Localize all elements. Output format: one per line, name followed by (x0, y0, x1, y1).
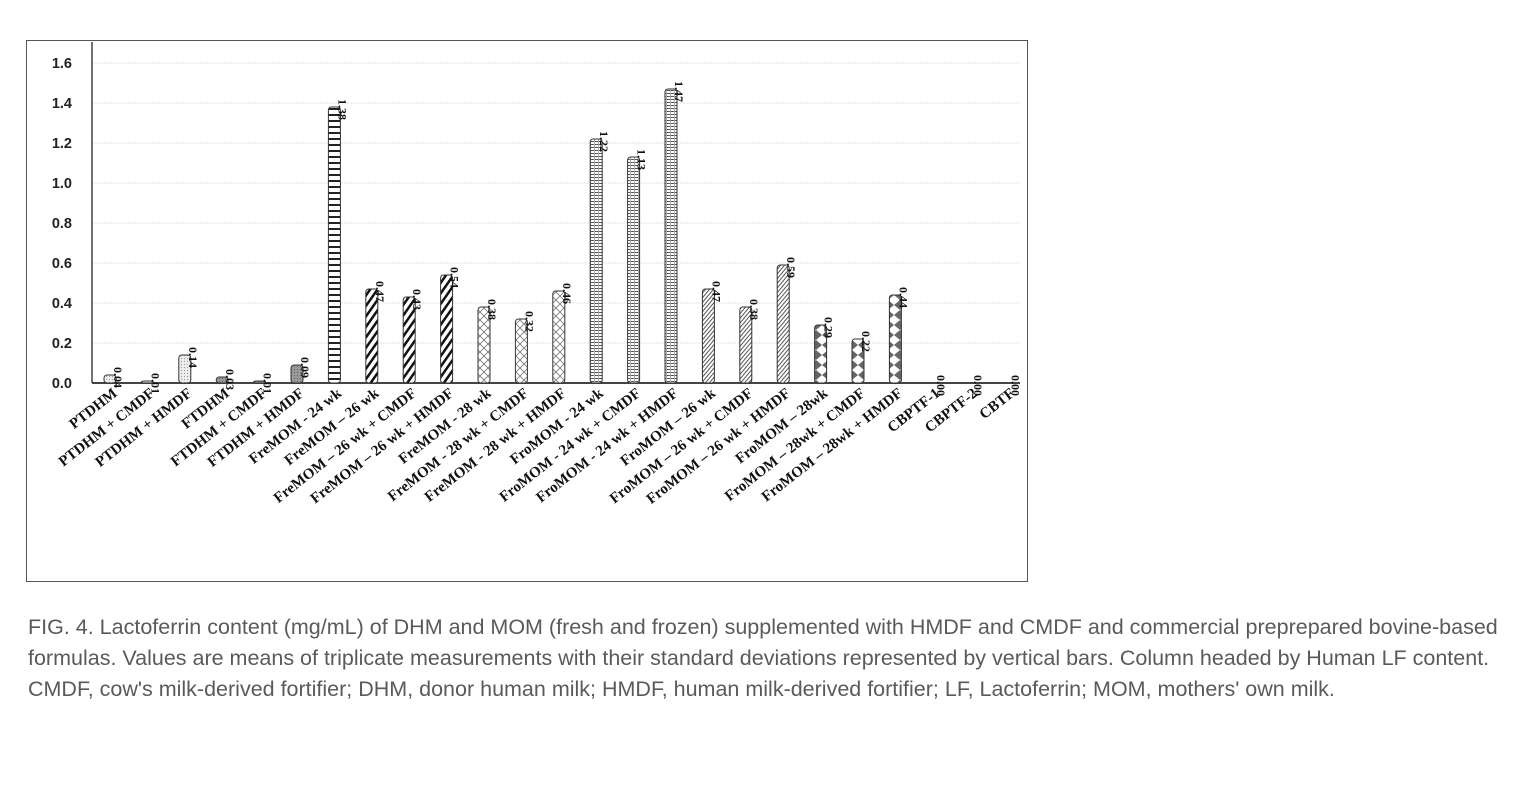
bar (440, 274, 454, 384)
bar (215, 376, 229, 384)
data-label: 0.38 (747, 299, 761, 320)
bar (514, 318, 528, 384)
y-tick-label: 1.0 (52, 176, 72, 192)
data-label: 0.38 (485, 299, 499, 320)
bar (739, 306, 753, 384)
data-label: 0.59 (784, 257, 798, 278)
data-label: 0.44 (896, 287, 910, 308)
data-label: 0.01 (261, 373, 275, 394)
data-label: 0.54 (448, 267, 462, 288)
bar (851, 338, 865, 384)
bar (776, 264, 790, 384)
data-label: 0.47 (709, 281, 723, 302)
data-label: 0.00 (971, 375, 985, 396)
y-tick-label: 0.2 (52, 336, 72, 352)
bar (701, 288, 715, 384)
figure-caption: FIG. 4. Lactoferrin content (mg/mL) of D… (28, 615, 1498, 701)
y-tick-label: 0.8 (52, 216, 72, 232)
data-label: 0.03 (223, 369, 237, 390)
y-tick-label: 1.4 (52, 96, 72, 112)
y-tick-label: 1.6 (52, 56, 72, 72)
y-tick-label: 1.2 (52, 136, 72, 152)
data-label: 0.01 (148, 373, 162, 394)
data-label: 0.43 (410, 289, 424, 310)
bar (888, 294, 902, 384)
bar (140, 380, 154, 384)
data-label: 1.47 (672, 81, 686, 102)
y-tick-label: 0.0 (52, 376, 72, 392)
bars (103, 88, 902, 384)
y-tick-label: 0.4 (52, 296, 72, 312)
bar (290, 364, 304, 384)
bar (253, 380, 267, 384)
bar (552, 290, 566, 384)
data-label: 0.09 (298, 357, 312, 378)
bar (814, 324, 828, 384)
bar (327, 106, 341, 384)
data-label: 1.38 (335, 99, 349, 120)
bar (365, 288, 379, 384)
data-label: 0.22 (859, 331, 873, 352)
data-label: 0.29 (822, 317, 836, 338)
bar-chart: 0.0 0.2 0.4 0.6 0.8 1.0 1.2 1.4 1.6 0.04 0.01 0.14… (52, 42, 1023, 508)
data-label: 0.32 (522, 311, 536, 332)
data-label: 1.22 (597, 131, 611, 152)
data-label: 0.14 (186, 347, 200, 368)
data-label: 1.13 (635, 149, 649, 170)
bar (664, 88, 678, 384)
data-labels: 0.04 0.01 0.14 0.03 0.01 0.09 1.38 0.47 0.43 0.54… (111, 81, 1023, 396)
bar (477, 306, 491, 384)
bar (402, 296, 416, 384)
data-label: 0.00 (934, 375, 948, 396)
bar (627, 156, 641, 384)
bar (589, 138, 603, 384)
bar (103, 374, 117, 384)
y-tick-label: 0.6 (52, 256, 72, 272)
data-label: 0.46 (560, 283, 574, 304)
bar (178, 354, 192, 384)
y-axis: 0.0 0.2 0.4 0.6 0.8 1.0 1.2 1.4 1.6 (52, 42, 1020, 392)
data-label: 0.47 (373, 281, 387, 302)
chart-frame (26, 40, 1028, 582)
data-label: 0.00 (1009, 375, 1023, 396)
data-label: 0.04 (111, 367, 125, 388)
